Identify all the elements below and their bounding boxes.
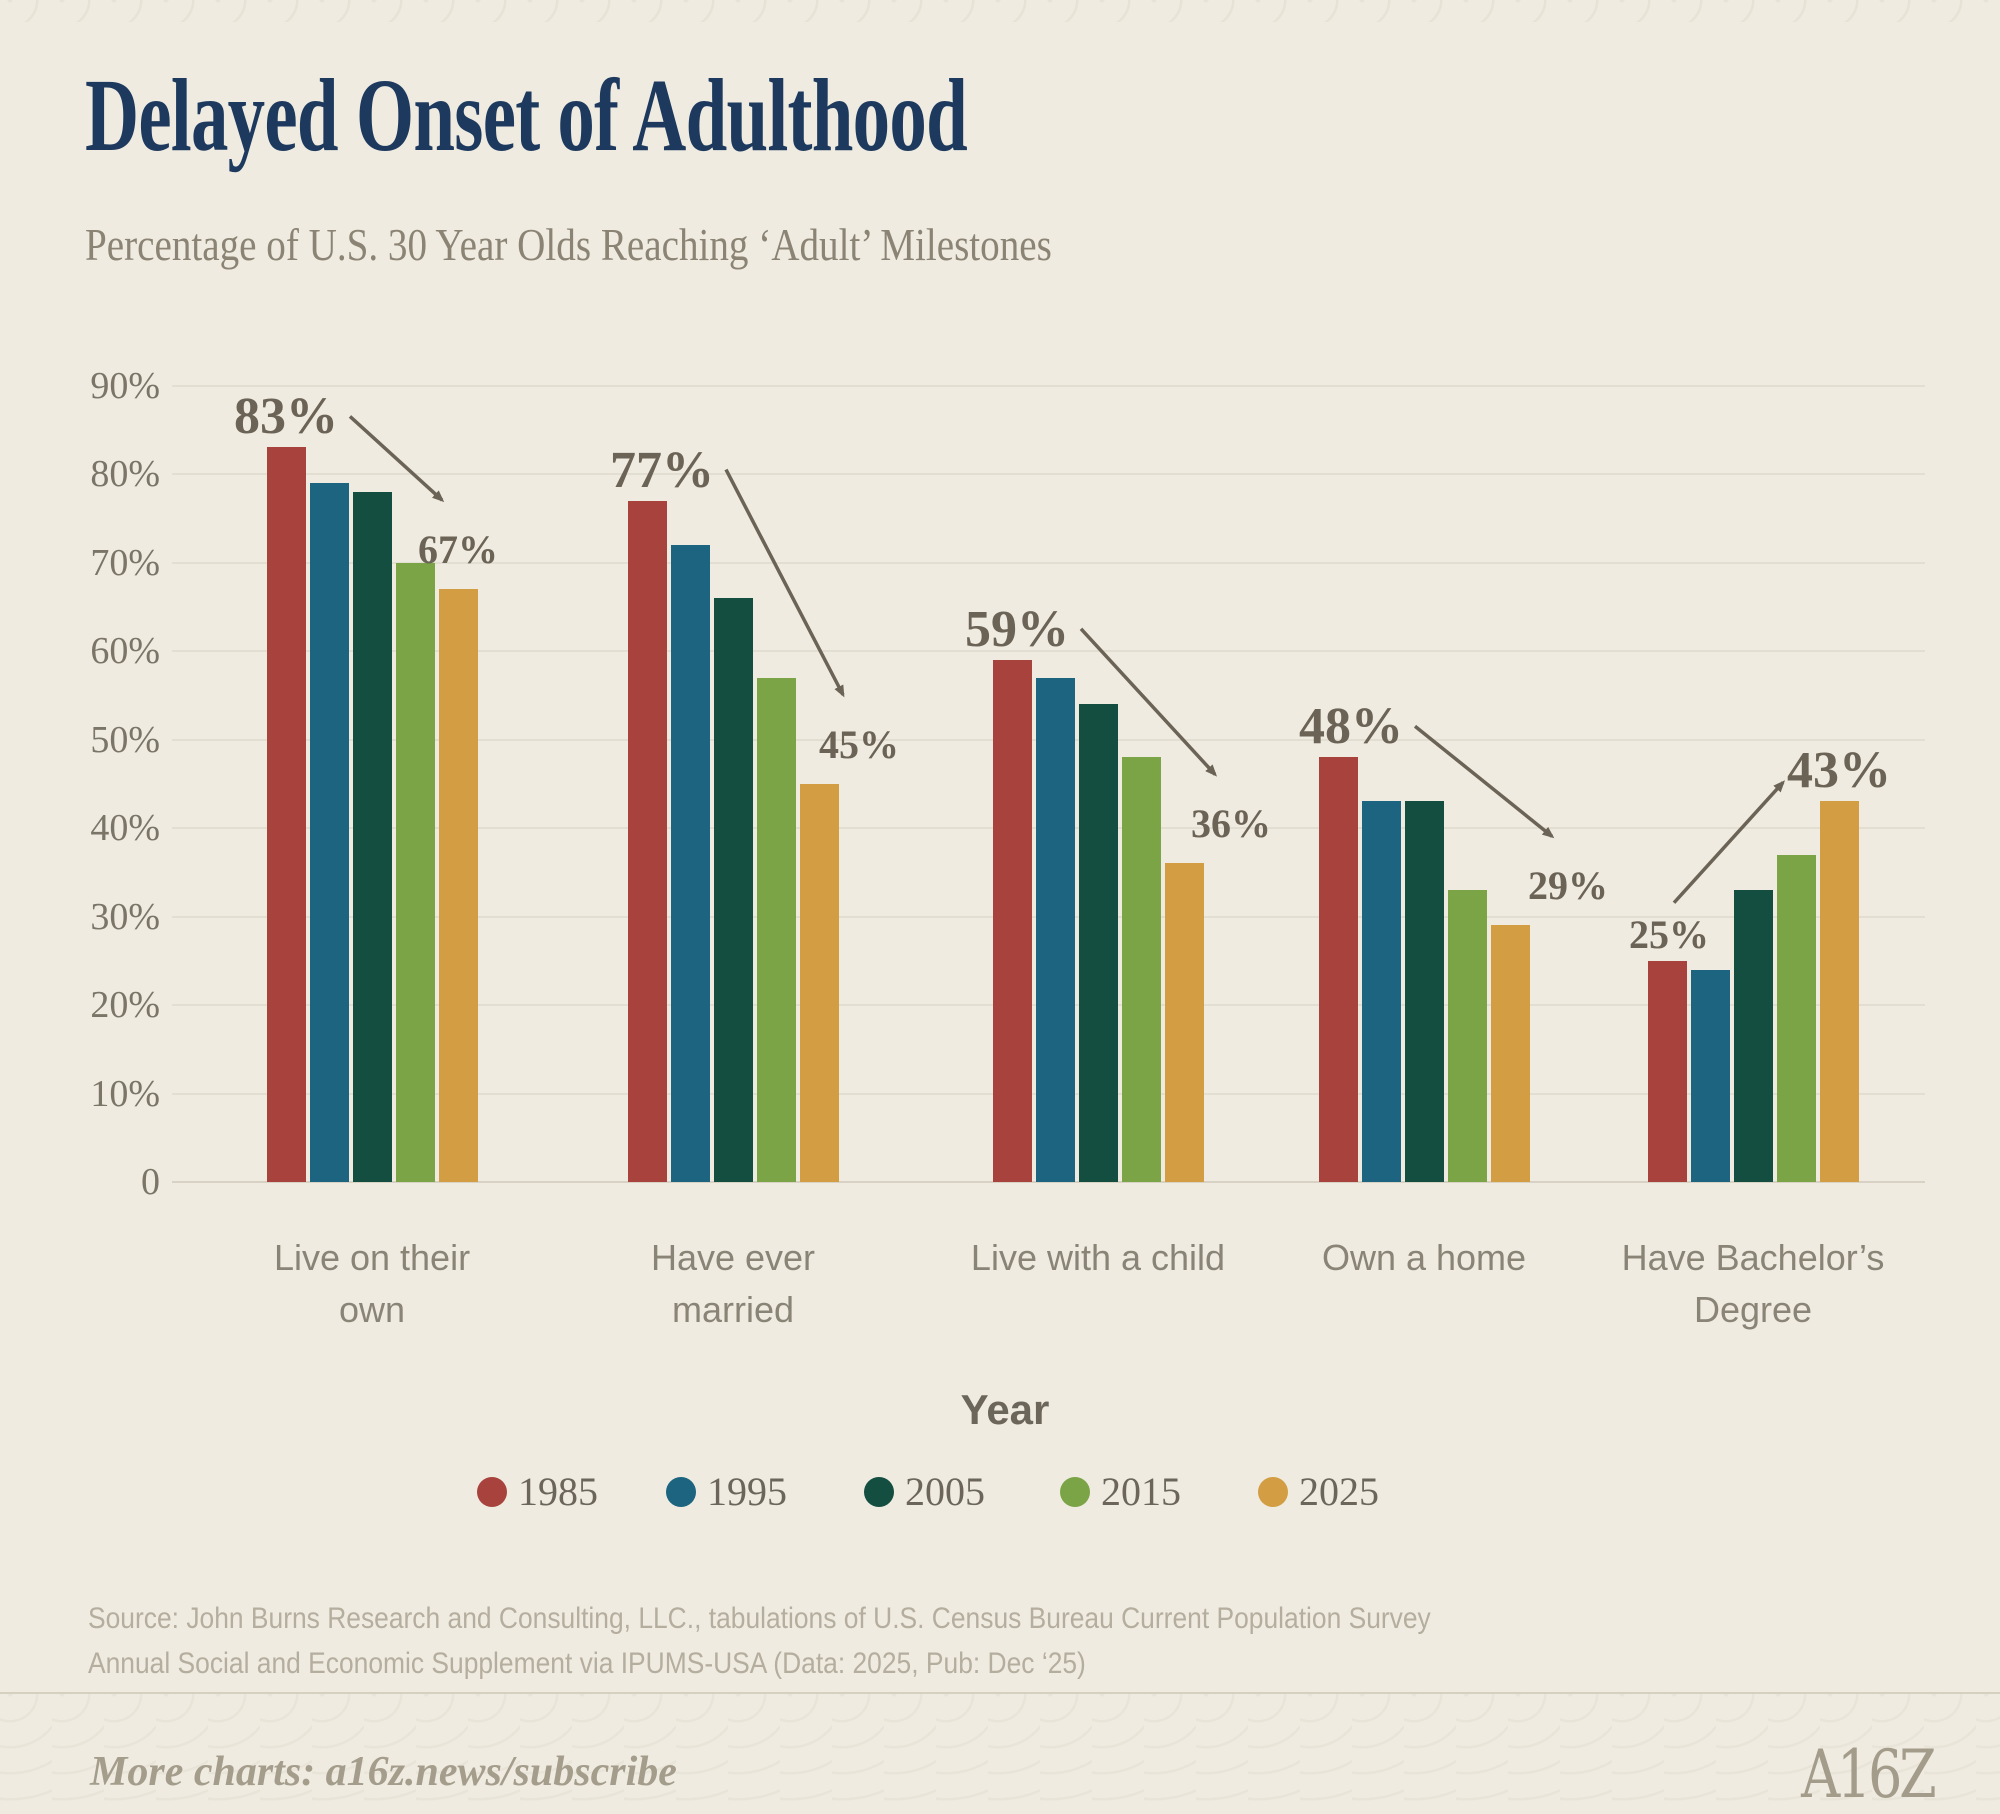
trend-arrow-down — [348, 415, 445, 503]
y-tick-label: 50% — [90, 718, 160, 761]
bar-2005-2 — [1078, 704, 1118, 1182]
bar-1995-0 — [309, 482, 349, 1182]
bar-2005-3 — [1404, 801, 1444, 1182]
source-line-1: Source: John Burns Research and Consulti… — [88, 1602, 1431, 1635]
y-tick-label: 40% — [90, 807, 160, 849]
bar-1995-3 — [1361, 801, 1401, 1182]
value-label: 83% — [234, 388, 338, 446]
category-label: Have ever married — [650, 1237, 816, 1330]
value-label: 45% — [819, 721, 899, 767]
legend-dot-1985 — [477, 1477, 507, 1507]
bar-2015-3 — [1447, 889, 1487, 1182]
page-subtitle: Percentage of U.S. 30 Year Olds Reaching… — [85, 219, 1052, 270]
trend-arrow-up — [1672, 780, 1786, 904]
bar-1985-2 — [992, 659, 1032, 1182]
bar-2025-0 — [438, 589, 478, 1182]
y-tick-label: 70% — [90, 541, 160, 584]
y-tick-label: 60% — [90, 630, 160, 672]
a16z-logo: A16Z — [1801, 1736, 1938, 1813]
gridline — [172, 473, 1925, 475]
bar-1985-4 — [1647, 960, 1687, 1182]
bar-2025-2 — [1164, 863, 1204, 1182]
legend-dot-2015 — [1060, 1477, 1090, 1507]
gridline — [172, 561, 1925, 564]
gridline — [172, 650, 1925, 652]
bar-2025-4 — [1819, 801, 1859, 1182]
legend-title: Year — [960, 1386, 1050, 1433]
value-label: 77% — [610, 441, 714, 499]
source-line-2: Annual Social and Economic Supplement vi… — [88, 1647, 1086, 1680]
bar-2005-4 — [1733, 889, 1773, 1182]
bar-2025-3 — [1490, 925, 1530, 1182]
gridline — [172, 1181, 1925, 1183]
bar-2015-2 — [1121, 757, 1161, 1182]
value-label: 67% — [418, 527, 498, 573]
bar-1995-4 — [1690, 969, 1730, 1182]
legend-label-2025: 2025 — [1299, 1469, 1379, 1514]
bar-1995-2 — [1035, 677, 1075, 1182]
legend-label-2015: 2015 — [1101, 1469, 1181, 1514]
value-label: 48% — [1299, 698, 1403, 756]
bar-2025-1 — [799, 783, 839, 1182]
y-tick-label: 90% — [90, 364, 160, 407]
bar-2005-0 — [352, 491, 392, 1182]
bar-1985-3 — [1318, 757, 1358, 1182]
value-label: 43% — [1787, 742, 1891, 800]
value-label: 59% — [965, 600, 1069, 658]
bar-1985-0 — [266, 447, 306, 1182]
y-tick-label: 0 — [141, 1161, 160, 1203]
source-note: Source: John Burns Research and Consulti… — [88, 1596, 1431, 1686]
y-tick-label: 80% — [90, 453, 160, 495]
legend-dot-2025 — [1258, 1477, 1288, 1507]
legend-dot-1995 — [666, 1477, 696, 1507]
value-label: 29% — [1528, 863, 1608, 909]
legend-dot-2005 — [864, 1477, 894, 1507]
bar-1985-1 — [627, 500, 667, 1182]
bar-2005-1 — [713, 597, 753, 1182]
category-label: Own a home — [1321, 1237, 1527, 1278]
legend-label-1995: 1995 — [707, 1469, 787, 1514]
category-label: Live with a child — [970, 1237, 1226, 1278]
value-label: 36% — [1191, 801, 1271, 847]
y-tick-label: 20% — [90, 984, 160, 1026]
bar-2015-1 — [756, 677, 796, 1182]
decorative-texture-top — [0, 0, 2000, 22]
footer-divider — [0, 1692, 2000, 1694]
legend-label-1985: 1985 — [518, 1469, 598, 1514]
subscribe-link[interactable]: More charts: a16z.news/subscribe — [90, 1749, 677, 1795]
page-title: Delayed Onset of Adulthood — [85, 58, 968, 173]
bar-2015-0 — [395, 562, 435, 1182]
y-tick-label: 30% — [90, 895, 160, 938]
legend-label-2005: 2005 — [905, 1469, 985, 1514]
category-label: Have Bachelor’s Degree — [1621, 1237, 1885, 1330]
y-tick-label: 10% — [90, 1072, 160, 1115]
gridline — [172, 384, 1925, 387]
bar-1995-1 — [670, 544, 710, 1182]
value-label: 25% — [1629, 911, 1709, 957]
bar-2015-4 — [1776, 854, 1816, 1182]
category-label: Live on their own — [273, 1237, 471, 1330]
